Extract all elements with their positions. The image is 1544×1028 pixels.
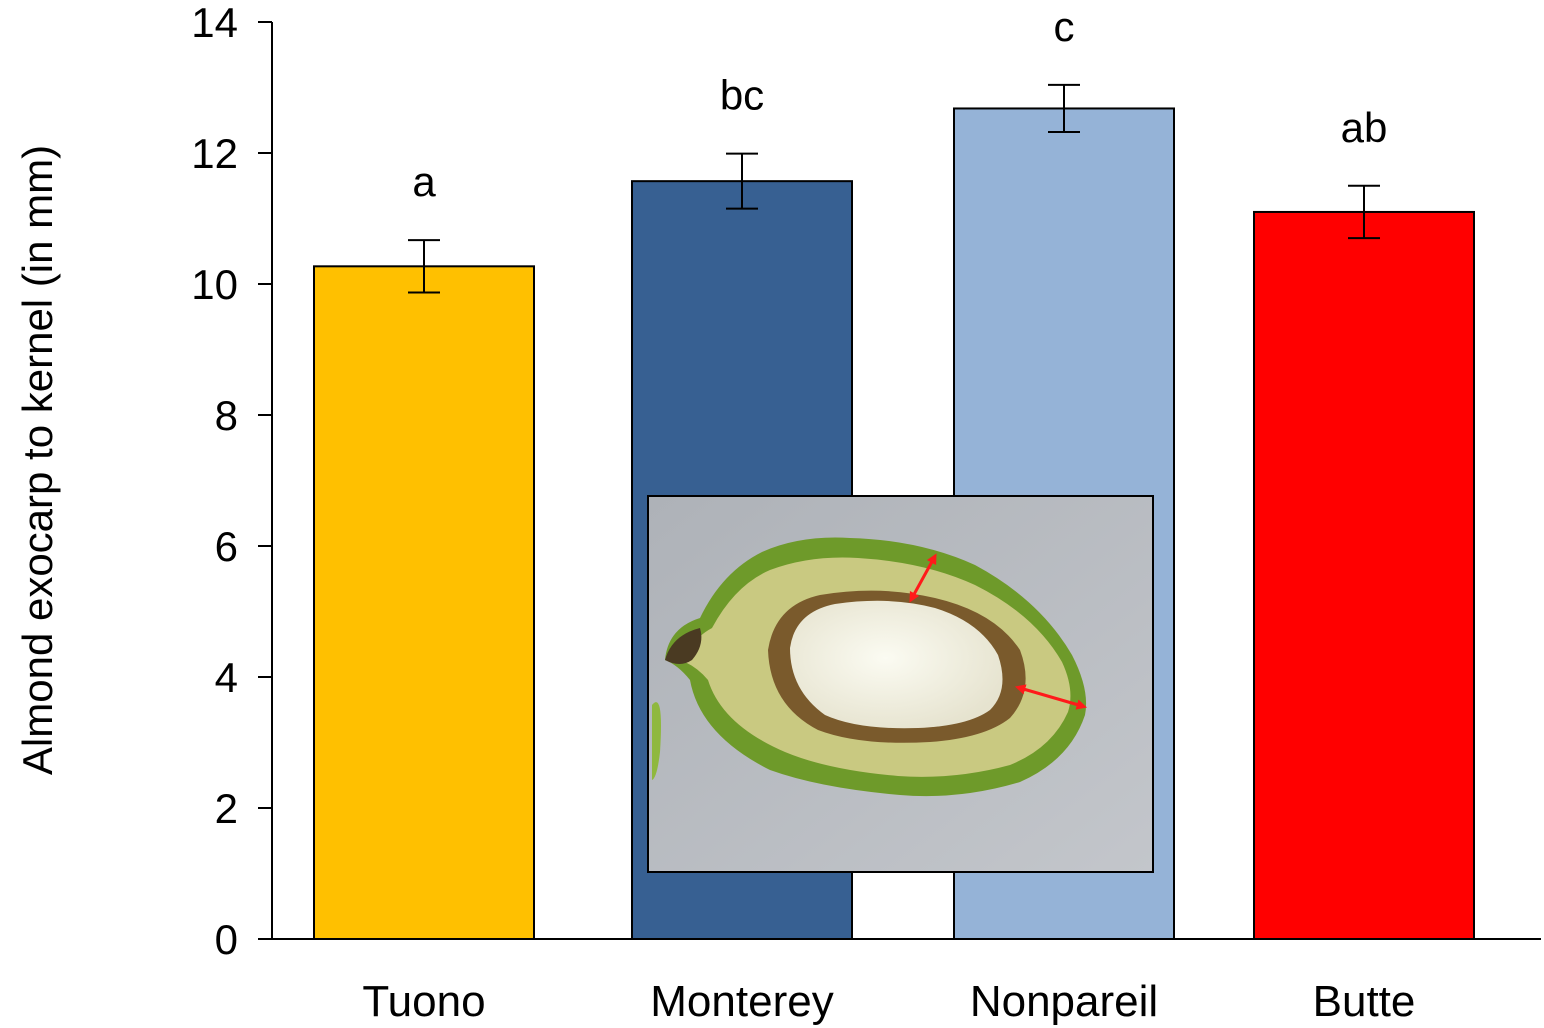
y-tick-label: 8	[215, 392, 238, 439]
y-tick-label: 6	[215, 523, 238, 570]
y-tick-label: 10	[191, 261, 238, 308]
significance-letter: a	[412, 158, 436, 205]
x-category-label: Monterey	[650, 977, 833, 1026]
significance-letter: ab	[1341, 104, 1388, 151]
y-tick-label: 0	[215, 916, 238, 963]
x-category-label: Tuono	[362, 977, 485, 1026]
x-category-label: Butte	[1313, 977, 1416, 1026]
significance-letter: c	[1054, 3, 1075, 50]
y-tick-label: 2	[215, 785, 238, 832]
almond-photo-inset	[647, 495, 1154, 873]
y-tick-label: 12	[191, 130, 238, 177]
x-category-label: Nonpareil	[970, 977, 1158, 1026]
y-tick-label: 14	[191, 0, 238, 46]
bar-butte	[1253, 210, 1475, 940]
y-axis-title: Almond exocarp to kernel (in mm)	[14, 145, 61, 775]
significance-letter: bc	[720, 72, 764, 119]
bar-tuono	[313, 265, 535, 940]
y-tick-label: 4	[215, 654, 238, 701]
